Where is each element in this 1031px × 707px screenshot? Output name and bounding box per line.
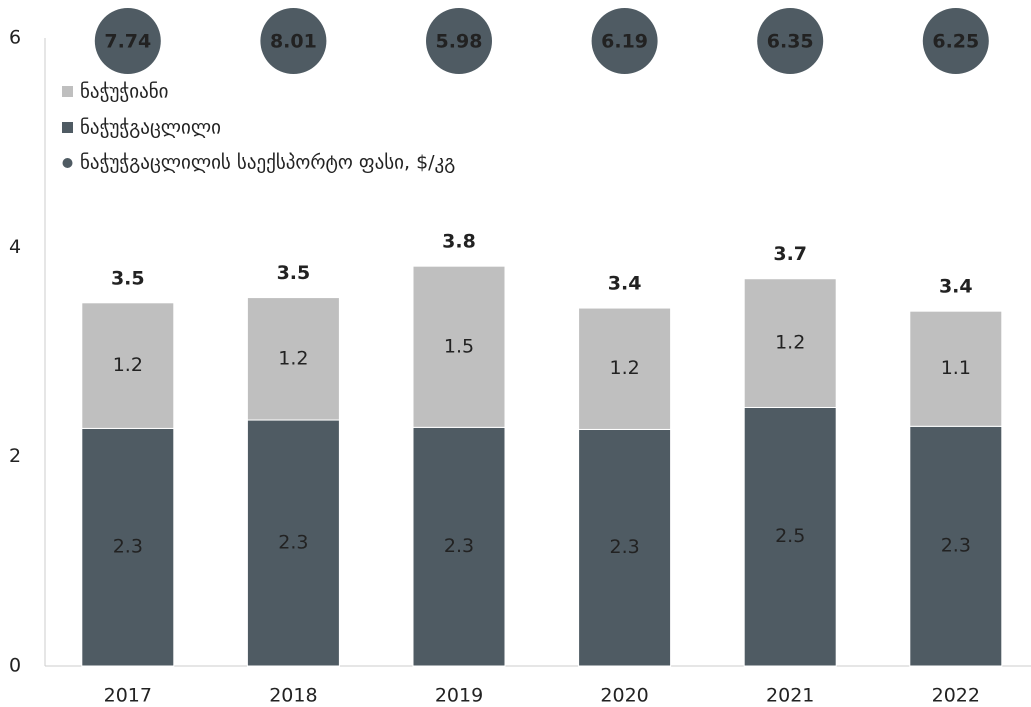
price-label: 6.25: [932, 31, 979, 53]
y-tick-label: 4: [9, 236, 21, 258]
price-marker: [260, 8, 327, 74]
y-tick-label: 0: [9, 655, 21, 677]
data-label: 1.2: [113, 354, 143, 376]
bar-segment: [909, 310, 1003, 427]
data-label: 1.5: [444, 335, 474, 357]
total-label: 3.5: [111, 267, 145, 289]
price-label: 6.19: [601, 31, 648, 53]
data-label: 1.1: [941, 357, 971, 379]
bar-segment: [578, 428, 672, 667]
x-tick-label: 2018: [269, 685, 317, 707]
data-label: 2.5: [775, 525, 805, 547]
data-label: 2.3: [609, 536, 639, 558]
price-label: 6.35: [767, 31, 814, 53]
y-tick-label: 6: [9, 27, 21, 49]
data-label: 2.3: [444, 535, 474, 557]
total-label: 3.5: [277, 262, 311, 284]
bar-segment: [578, 307, 672, 430]
price-marker: [94, 8, 161, 74]
y-tick-label: 2: [9, 445, 21, 467]
legend-swatch: [62, 86, 73, 97]
data-label: 1.2: [278, 347, 308, 369]
price-label: 8.01: [270, 31, 317, 53]
bar-segment: [246, 297, 340, 421]
price-marker: [757, 8, 824, 74]
data-label: 2.3: [941, 535, 971, 557]
price-label: 7.74: [104, 31, 151, 53]
total-label: 3.4: [939, 276, 973, 298]
legend-label: ნაჭუჭგაცლილის საექსპორტო ფასი, $/კგ: [80, 152, 455, 174]
bar-segment: [412, 265, 506, 428]
bar-segment: [412, 426, 506, 667]
total-label: 3.4: [608, 273, 642, 295]
data-label: 2.3: [278, 532, 308, 554]
x-tick-label: 2020: [600, 685, 648, 707]
bar-segment: [909, 425, 1003, 667]
data-label: 1.2: [775, 332, 805, 354]
bar-segment: [743, 406, 837, 667]
price-marker: [426, 8, 492, 74]
x-tick-label: 2017: [104, 685, 152, 707]
bar-segment: [743, 278, 837, 408]
bar-segment: [81, 302, 175, 429]
x-tick-label: 2022: [932, 685, 980, 707]
price-marker: [922, 8, 989, 74]
legend-label: ნაჭუჭგაცლილი: [80, 117, 221, 139]
total-label: 3.7: [773, 243, 807, 265]
total-label: 3.8: [442, 231, 476, 253]
x-tick-label: 2019: [435, 685, 483, 707]
x-tick-label: 2021: [766, 685, 814, 707]
bar-segment: [246, 419, 340, 667]
legend-swatch: [62, 122, 73, 133]
bar-segment: [81, 427, 175, 667]
data-label: 1.2: [609, 357, 639, 379]
price-marker: [591, 8, 658, 74]
data-label: 2.3: [113, 536, 143, 558]
legend-swatch: [62, 158, 73, 168]
legend-label: ნაჭუჭიანი: [80, 81, 169, 103]
price-label: 5.98: [436, 31, 483, 53]
